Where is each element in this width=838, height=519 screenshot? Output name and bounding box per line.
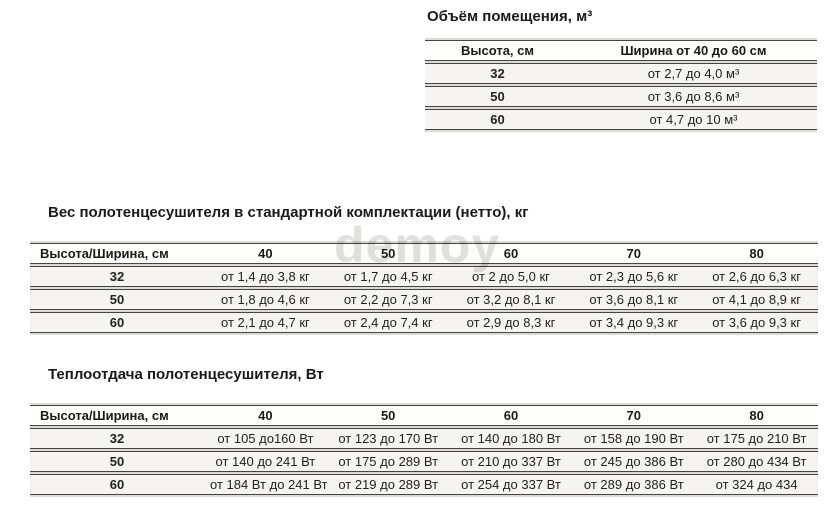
header-row: Высота, см Ширина от 40 до 60 см (425, 40, 817, 61)
value-cell: от 2,1 до 4,7 кг (204, 312, 327, 333)
value-cell: от 140 до 180 Вт (449, 428, 573, 449)
value-cell: от 3,6 до 8,6 м³ (570, 86, 817, 107)
value-cell: от 280 до 434 Вт (695, 451, 818, 472)
value-cell: от 3,6 до 9,3 кг (695, 312, 818, 333)
value-cell: от 219 до 289 Вт (326, 474, 450, 495)
column-header: Высота, см (425, 40, 570, 61)
header-row: Высота/Ширина, см 40 50 60 70 80 (30, 405, 818, 426)
value-cell: от 3,6 до 8,1 кг (572, 289, 696, 310)
value-cell: от 184 Вт до 241 Вт (204, 474, 327, 495)
value-cell: от 2,7 до 4,0 м³ (570, 63, 817, 84)
value-cell: от 3,2 до 8,1 кг (449, 289, 573, 310)
column-header: 50 (326, 405, 450, 426)
heat-output-table: Высота/Ширина, см 40 50 60 70 80 32 от 105 до16… (30, 403, 818, 497)
value-cell: от 210 до 337 Вт (449, 451, 573, 472)
value-cell: от 245 до 386 Вт (572, 451, 696, 472)
table-row: 50 от 3,6 до 8,6 м³ (425, 86, 817, 107)
table-row: 32 от 1,4 до 3,8 кг от 1,7 до 4,5 кг от 2 д… (30, 266, 818, 287)
row-header-cell: 32 (30, 428, 204, 449)
value-cell: от 123 до 170 Вт (326, 428, 450, 449)
column-header: 80 (695, 243, 818, 264)
heat-output-table-title: Теплоотдача полотенцесушителя, Вт (48, 366, 324, 383)
value-cell: от 105 до160 Вт (204, 428, 327, 449)
header-row: Высота/Ширина, см 40 50 60 70 80 (30, 243, 818, 264)
value-cell: от 3,4 до 9,3 кг (572, 312, 696, 333)
column-header: 40 (204, 243, 327, 264)
column-header: 70 (572, 243, 696, 264)
value-cell: от 1,8 до 4,6 кг (204, 289, 327, 310)
table-row: 50 от 1,8 до 4,6 кг от 2,2 до 7,3 кг от 3,2… (30, 289, 818, 310)
value-cell: от 254 до 337 Вт (449, 474, 573, 495)
value-cell: от 1,7 до 4,5 кг (326, 266, 450, 287)
value-cell: от 158 до 190 Вт (572, 428, 696, 449)
value-cell: от 2,2 до 7,3 кг (326, 289, 450, 310)
column-header: 50 (326, 243, 450, 264)
column-header: 60 (449, 243, 573, 264)
row-header-cell: 50 (30, 289, 204, 310)
column-header: 80 (695, 405, 818, 426)
weight-table-title: Вес полотенцесушителя в стандартной комп… (48, 204, 529, 221)
value-cell: от 1,4 до 3,8 кг (204, 266, 327, 287)
value-cell: от 2,6 до 6,3 кг (695, 266, 818, 287)
value-cell: от 2,3 до 5,6 кг (572, 266, 696, 287)
row-header-cell: 50 (30, 451, 204, 472)
value-cell: от 2 до 5,0 кг (449, 266, 573, 287)
table-row: 50 от 140 до 241 Вт от 175 до 289 Вт от 210… (30, 451, 818, 472)
table-row: 32 от 2,7 до 4,0 м³ (425, 63, 817, 84)
row-header-cell: 32 (30, 266, 204, 287)
value-cell: от 4,1 до 8,9 кг (695, 289, 818, 310)
volume-table-title: Объём помещения, м³ (427, 8, 593, 25)
table-row: 60 от 4,7 до 10 м³ (425, 109, 817, 130)
value-cell: от 289 до 386 Вт (572, 474, 696, 495)
value-cell: от 140 до 241 Вт (204, 451, 327, 472)
row-header-cell: 60 (30, 474, 204, 495)
row-header-cell: 60 (30, 312, 204, 333)
row-header-cell: 32 (425, 63, 570, 84)
table-row: 32 от 105 до160 Вт от 123 до 170 Вт от 140 … (30, 428, 818, 449)
table-row: 60 от 2,1 до 4,7 кг от 2,4 до 7,4 кг от 2,9… (30, 312, 818, 333)
column-header: 40 (204, 405, 327, 426)
table-row: 60 от 184 Вт до 241 Вт от 219 до 289 Вт от … (30, 474, 818, 495)
column-header: Высота/Ширина, см (30, 243, 204, 264)
column-header: 60 (449, 405, 573, 426)
value-cell: от 175 до 210 Вт (695, 428, 818, 449)
value-cell: от 4,7 до 10 м³ (570, 109, 817, 130)
column-header: Ширина от 40 до 60 см (570, 40, 817, 61)
column-header: 70 (572, 405, 696, 426)
value-cell: от 324 до 434 (695, 474, 818, 495)
room-volume-table: Высота, см Ширина от 40 до 60 см 32 от 2,7 … (425, 38, 817, 132)
column-header: Высота/Ширина, см (30, 405, 204, 426)
towel-rail-weight-table: Высота/Ширина, см 40 50 60 70 80 32 от 1,4 до 3… (30, 241, 818, 335)
value-cell: от 175 до 289 Вт (326, 451, 450, 472)
value-cell: от 2,9 до 8,3 кг (449, 312, 573, 333)
row-header-cell: 50 (425, 86, 570, 107)
row-header-cell: 60 (425, 109, 570, 130)
value-cell: от 2,4 до 7,4 кг (326, 312, 450, 333)
